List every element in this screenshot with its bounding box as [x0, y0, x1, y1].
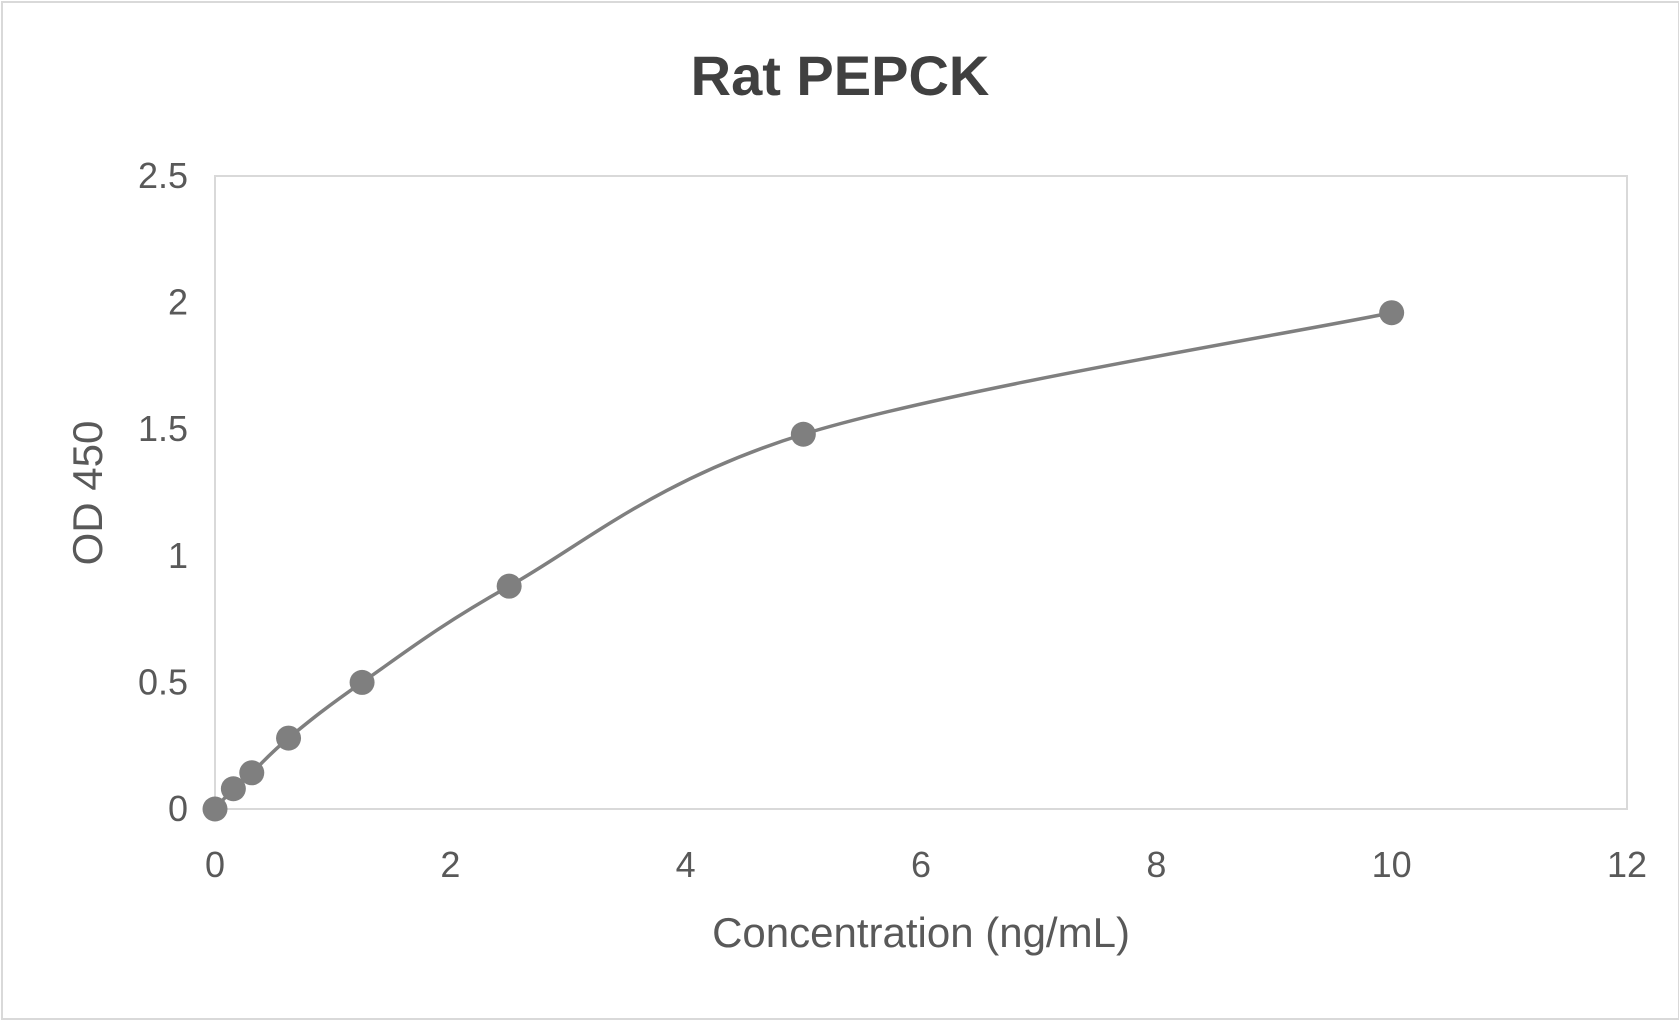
x-tick-label: 2	[440, 844, 460, 885]
plot-area	[214, 175, 1628, 810]
data-point	[790, 421, 816, 447]
x-tick-label: 8	[1146, 844, 1166, 885]
y-tick-label: 2.5	[138, 155, 188, 196]
data-point	[220, 776, 246, 802]
x-tick-label: 12	[1607, 844, 1647, 885]
data-point	[276, 725, 302, 751]
y-tick-label: 1	[168, 535, 188, 576]
x-tick-label: 6	[911, 844, 931, 885]
y-tick-label: 0	[168, 788, 188, 829]
x-tick-label: 10	[1372, 844, 1412, 885]
y-tick-label: 2	[168, 282, 188, 323]
y-tick-label: 1.5	[138, 408, 188, 449]
x-axis-label: Concentration (ng/mL)	[712, 909, 1130, 956]
x-tick-label: 4	[676, 844, 696, 885]
data-point	[239, 760, 265, 786]
y-axis-label: OD 450	[64, 421, 111, 566]
x-tick-label: 0	[205, 844, 225, 885]
y-tick-label: 0.5	[138, 661, 188, 702]
data-point	[202, 796, 228, 822]
series-line	[213, 311, 1393, 811]
data-point	[1379, 300, 1405, 326]
data-point	[496, 573, 522, 599]
data-point	[349, 669, 375, 695]
chart-title: Rat PEPCK	[691, 44, 990, 107]
